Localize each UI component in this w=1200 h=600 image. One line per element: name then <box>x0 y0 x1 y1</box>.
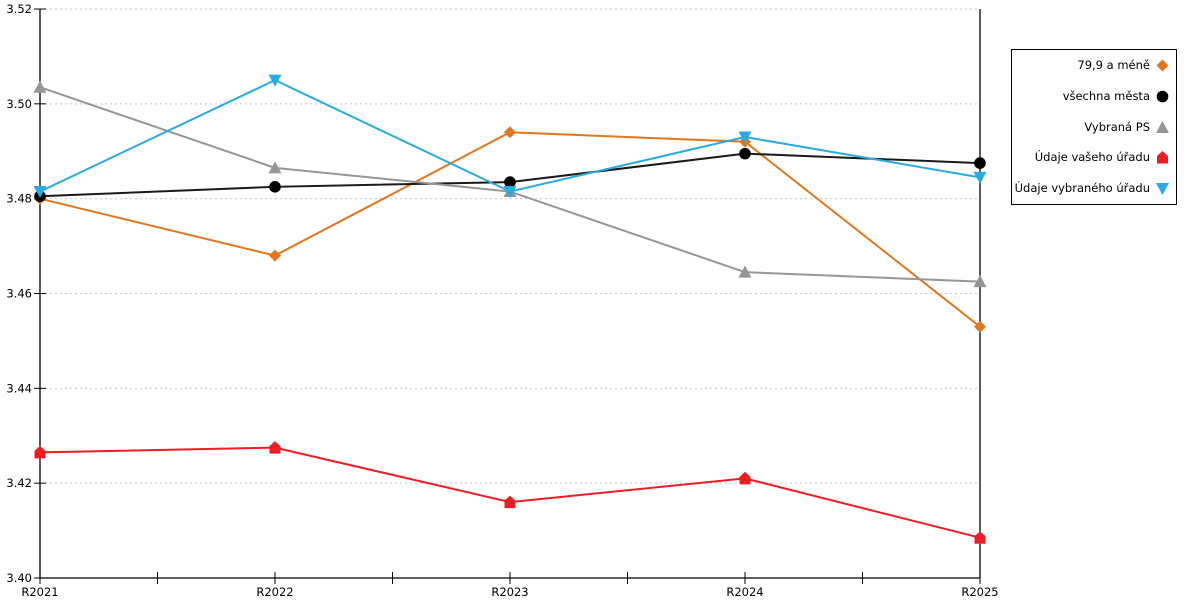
legend-item-4: Údaje vybraného úřadu <box>1014 181 1170 196</box>
triangle-up-marker <box>1156 120 1169 133</box>
pentagon-marker <box>1157 151 1168 164</box>
chart-legend: 79,9 a méně všechna města Vybraná PS Údaje … <box>1011 49 1177 205</box>
pentagon-marker <box>739 471 751 485</box>
pentagon-marker <box>34 445 46 459</box>
legend-label: Vybraná PS <box>1084 119 1150 134</box>
y-axis-tick-label: 3.48 <box>6 192 32 206</box>
triangle-down-marker <box>1156 183 1169 195</box>
circle-marker <box>504 176 516 188</box>
triangle-up-marker <box>973 275 987 288</box>
y-axis-tick-label: 3.46 <box>6 287 32 301</box>
x-axis-tick-label: R2023 <box>491 585 528 599</box>
legend-item-0: 79,9 a méně <box>1014 58 1170 73</box>
triangle-up-marker <box>738 265 752 278</box>
diamond-marker <box>269 249 281 262</box>
series-line <box>39 131 981 328</box>
legend-item-3: Údaje vašeho úřadu <box>1014 150 1170 165</box>
series-1 <box>34 147 986 203</box>
y-axis-tick-label: 3.44 <box>6 381 32 395</box>
diamond-marker <box>504 126 516 139</box>
x-axis-tick-label: R2022 <box>256 585 293 599</box>
diamond-marker <box>1156 59 1169 72</box>
triangle-up-icon <box>1156 120 1169 133</box>
circle-icon <box>1156 90 1169 103</box>
diamond-icon <box>1156 59 1169 72</box>
triangle-down-marker <box>503 186 517 199</box>
triangle-down-marker <box>973 171 987 184</box>
x-axis-tick-label: R2025 <box>961 585 998 599</box>
legend-label: Údaje vybraného úřadu <box>1014 181 1150 195</box>
legend-label: všechna města <box>1062 88 1150 103</box>
pentagon-marker <box>974 531 986 544</box>
triangle-down-marker <box>738 131 752 144</box>
pentagon-icon <box>1157 151 1168 164</box>
triangle-down-icon <box>1156 183 1169 195</box>
pentagon-marker <box>504 495 516 509</box>
series-4 <box>33 74 987 199</box>
triangle-up-marker <box>33 80 47 93</box>
y-axis-tick-label: 3.52 <box>6 2 32 16</box>
pentagon-marker <box>269 441 281 454</box>
legend-label: Údaje vašeho úřadu <box>1034 150 1150 165</box>
diamond-marker <box>974 320 986 333</box>
circle-marker <box>269 181 281 193</box>
y-axis-tick-label: 3.50 <box>6 97 32 111</box>
triangle-up-marker <box>268 161 282 174</box>
circle-marker <box>739 147 751 160</box>
legend-item-2: Vybraná PS <box>1014 120 1170 135</box>
triangle-down-marker <box>33 186 47 199</box>
x-axis-tick-label: R2021 <box>21 585 58 599</box>
y-axis-tick-label: 3.40 <box>6 571 32 585</box>
x-axis-tick-label: R2024 <box>726 585 763 599</box>
y-axis-tick-label: 3.42 <box>6 476 32 490</box>
series-3 <box>34 441 986 544</box>
circle-marker <box>974 157 986 169</box>
circle-marker <box>1156 90 1169 103</box>
series-line <box>39 446 981 539</box>
legend-item-1: všechna města <box>1014 89 1170 104</box>
triangle-down-marker <box>268 74 282 87</box>
legend-label: 79,9 a méně <box>1077 58 1150 72</box>
